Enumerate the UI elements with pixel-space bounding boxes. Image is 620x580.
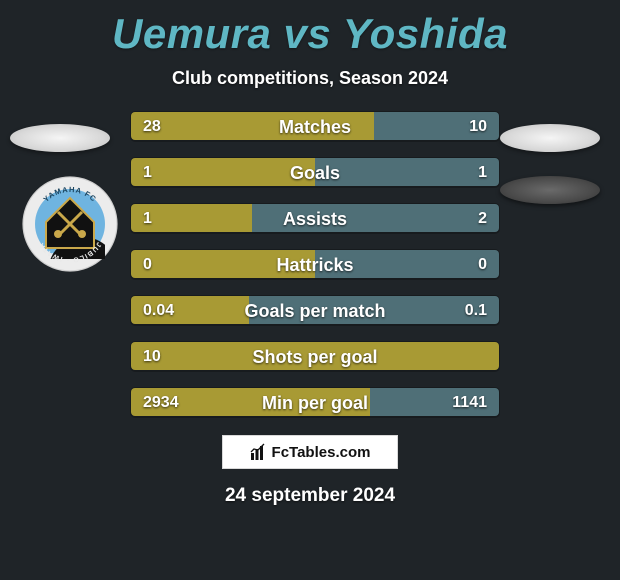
team-logo-left: YAMAHA FC JUBILO · IWATA [22, 176, 118, 272]
stat-row: 10Shots per goal [130, 341, 500, 371]
footer-brand-badge: FcTables.com [222, 435, 398, 469]
subtitle: Club competitions, Season 2024 [0, 68, 620, 89]
stat-row: 29341141Min per goal [130, 387, 500, 417]
player-badge-right-2 [500, 176, 600, 204]
footer-brand-text: FcTables.com [272, 444, 371, 461]
stat-row: 0.040.1Goals per match [130, 295, 500, 325]
bar-chart-icon [250, 443, 268, 461]
page-title: Uemura vs Yoshida [0, 10, 620, 58]
stat-row: 00Hattricks [130, 249, 500, 279]
stat-row: 11Goals [130, 157, 500, 187]
stat-row: 2810Matches [130, 111, 500, 141]
stat-label: Goals [131, 158, 499, 187]
stats-panel: 2810Matches 11Goals 12Assists 00Hattricks 0.… [130, 111, 500, 417]
stat-label: Matches [131, 112, 499, 141]
stat-label: Min per goal [131, 388, 499, 417]
stat-label: Shots per goal [131, 342, 499, 371]
player-badge-right-1 [500, 124, 600, 152]
stat-row: 12Assists [130, 203, 500, 233]
player-badge-left [10, 124, 110, 152]
infographic-date: 24 september 2024 [0, 485, 620, 507]
stat-label: Goals per match [131, 296, 499, 325]
stat-label: Hattricks [131, 250, 499, 279]
infographic-container: Uemura vs Yoshida Club competitions, Sea… [0, 0, 620, 580]
stat-label: Assists [131, 204, 499, 233]
team-crest-icon: YAMAHA FC JUBILO · IWATA [22, 176, 118, 272]
